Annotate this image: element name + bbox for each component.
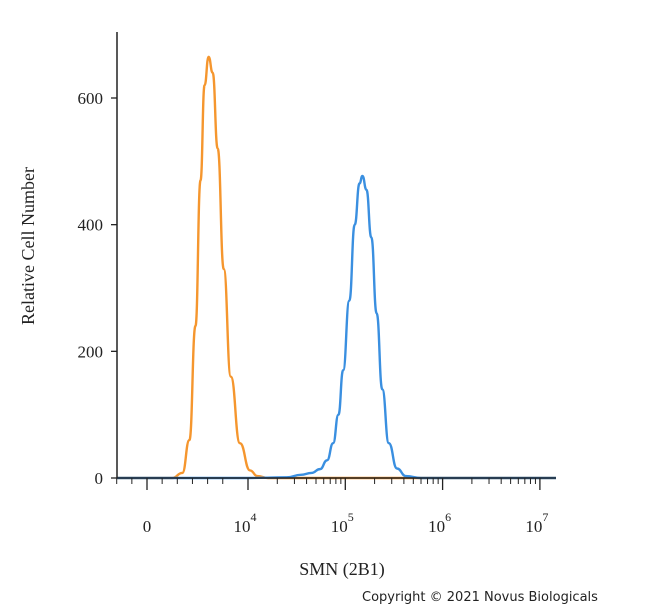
x-tick-label: 0 — [143, 517, 152, 536]
x-tick-label: 106 — [428, 510, 451, 536]
y-tick-label: 400 — [78, 216, 104, 235]
y-axis-title: Relative Cell Number — [18, 167, 38, 325]
x-tick-label: 107 — [525, 510, 548, 536]
tick-labels: 0 200 400 600 0 104 105 106 107 — [78, 89, 549, 536]
y-tick-label: 0 — [95, 469, 104, 488]
series-line-1 — [117, 55, 556, 480]
x-tick-label: 105 — [331, 510, 354, 536]
series-line-2 — [117, 174, 556, 480]
x-tick-label: 104 — [234, 510, 257, 536]
y-tick-label: 200 — [78, 342, 104, 361]
y-tick-label: 600 — [78, 89, 104, 108]
plot-area — [117, 55, 556, 480]
x-axis-title: SMN (2B1) — [299, 559, 385, 580]
copyright-notice: Copyright © 2021 Novus Biologicals — [362, 590, 598, 605]
axes — [111, 32, 556, 490]
